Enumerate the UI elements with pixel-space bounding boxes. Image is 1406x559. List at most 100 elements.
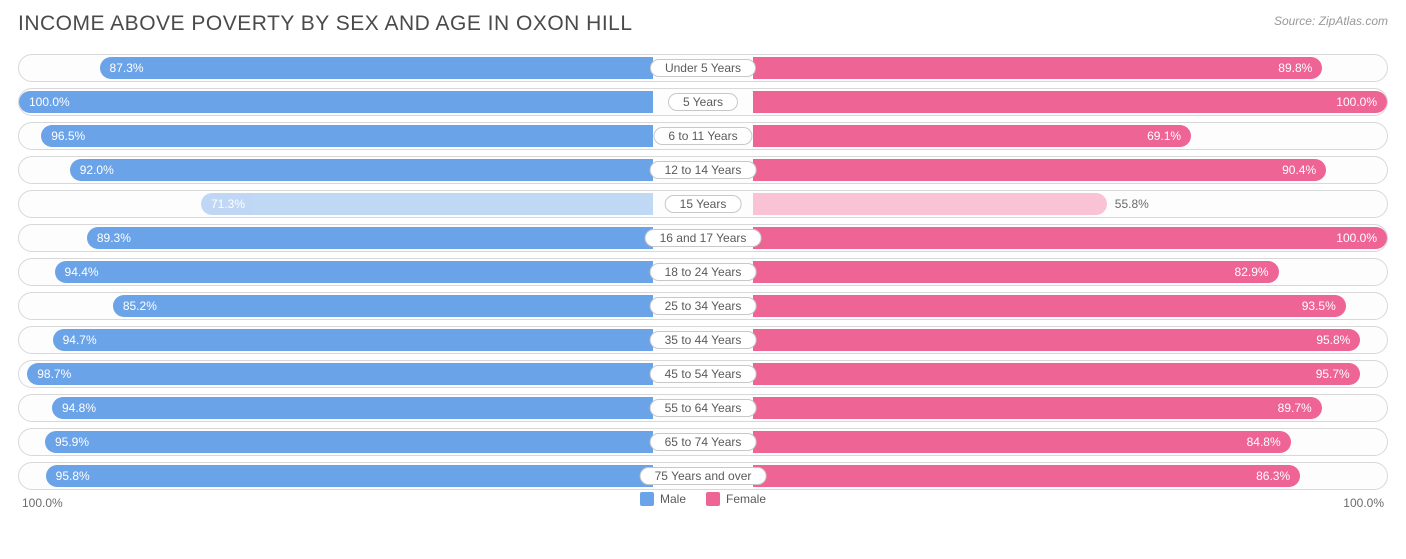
- male-value: 95.9%: [55, 435, 89, 449]
- male-value: 100.0%: [29, 95, 70, 109]
- axis-right-label: 100.0%: [1343, 496, 1384, 510]
- male-half: 92.0%: [19, 157, 703, 183]
- female-value: 84.8%: [1247, 435, 1281, 449]
- female-half: 69.1%: [703, 123, 1387, 149]
- male-value: 96.5%: [51, 129, 85, 143]
- male-half: 94.4%: [19, 259, 703, 285]
- category-label: 65 to 74 Years: [650, 433, 757, 451]
- chart-row: 89.3%100.0%16 and 17 Years: [18, 224, 1388, 252]
- category-label: 18 to 24 Years: [650, 263, 757, 281]
- chart-source: Source: ZipAtlas.com: [1274, 14, 1388, 28]
- chart-row: 94.4% 82.9%18 to 24 Years: [18, 258, 1388, 286]
- male-value: 87.3%: [110, 61, 144, 75]
- category-label: 15 Years: [665, 195, 742, 213]
- male-value: 95.8%: [56, 469, 90, 483]
- female-half: 89.7%: [703, 395, 1387, 421]
- male-bar: 95.9%: [45, 431, 653, 453]
- category-label: 25 to 34 Years: [650, 297, 757, 315]
- female-bar: 93.5%: [753, 295, 1346, 317]
- female-half: 100.0%: [703, 89, 1387, 115]
- male-bar: 96.5%: [41, 125, 653, 147]
- male-half: 95.8%: [19, 463, 703, 489]
- male-value: 94.4%: [65, 265, 99, 279]
- male-half: 89.3%: [19, 225, 703, 251]
- female-value: 89.7%: [1278, 401, 1312, 415]
- legend-female-label: Female: [726, 492, 766, 506]
- female-half: 95.7%: [703, 361, 1387, 387]
- chart-row: 87.3% 89.8% Under 5 Years: [18, 54, 1388, 82]
- female-bar: 89.7%: [753, 397, 1322, 419]
- female-bar: 82.9%: [753, 261, 1279, 283]
- male-half: 85.2%: [19, 293, 703, 319]
- female-value: 100.0%: [1336, 95, 1377, 109]
- category-label: 12 to 14 Years: [650, 161, 757, 179]
- female-half: 89.8%: [703, 55, 1387, 81]
- female-bar: 95.7%: [753, 363, 1360, 385]
- male-bar: 71.3%: [201, 193, 653, 215]
- female-value: 89.8%: [1278, 61, 1312, 75]
- male-swatch-icon: [640, 492, 654, 506]
- chart-row: 96.5% 69.1% 6 to 11 Years: [18, 122, 1388, 150]
- female-value: 95.7%: [1316, 367, 1350, 381]
- male-value: 92.0%: [80, 163, 114, 177]
- chart-row: 98.7% 95.7% 45 to 54 Years: [18, 360, 1388, 388]
- female-value: 86.3%: [1256, 469, 1290, 483]
- female-half: 90.4%: [703, 157, 1387, 183]
- chart-row: 94.8% 89.7% 55 to 64 Years: [18, 394, 1388, 422]
- chart-title: INCOME ABOVE POVERTY BY SEX AND AGE IN O…: [18, 12, 633, 36]
- chart-row: 71.3% 55.8% 15 Years: [18, 190, 1388, 218]
- male-bar: 85.2%: [113, 295, 653, 317]
- male-bar: 87.3%: [100, 57, 653, 79]
- male-half: 95.9%: [19, 429, 703, 455]
- male-half: 96.5%: [19, 123, 703, 149]
- category-label: 55 to 64 Years: [650, 399, 757, 417]
- male-value: 94.8%: [62, 401, 96, 415]
- female-half: 82.9%: [703, 259, 1387, 285]
- male-bar: 94.8%: [52, 397, 653, 419]
- male-bar: 94.4%: [55, 261, 653, 283]
- male-bar: 98.7%: [27, 363, 653, 385]
- category-label: 35 to 44 Years: [650, 331, 757, 349]
- female-half: 93.5%: [703, 293, 1387, 319]
- female-swatch-icon: [706, 492, 720, 506]
- female-value: 100.0%: [1336, 231, 1377, 245]
- female-half: 84.8%: [703, 429, 1387, 455]
- female-half: 95.8%: [703, 327, 1387, 353]
- female-bar: [753, 193, 1107, 215]
- male-bar: 92.0%: [70, 159, 653, 181]
- male-value: 85.2%: [123, 299, 157, 313]
- male-half: 94.8%: [19, 395, 703, 421]
- female-half: 55.8%: [703, 191, 1387, 217]
- female-value: 55.8%: [1115, 197, 1149, 211]
- female-bar: 86.3%: [753, 465, 1300, 487]
- category-label: Under 5 Years: [650, 59, 756, 77]
- male-half: 94.7%: [19, 327, 703, 353]
- male-value: 71.3%: [211, 197, 245, 211]
- female-value: 93.5%: [1302, 299, 1336, 313]
- female-bar: 100.0%: [753, 91, 1387, 113]
- male-half: 71.3%: [19, 191, 703, 217]
- category-label: 6 to 11 Years: [653, 127, 752, 145]
- female-bar: 89.8%: [753, 57, 1322, 79]
- male-half: 87.3%: [19, 55, 703, 81]
- legend-female: Female: [706, 492, 766, 506]
- male-bar: 100.0%: [19, 91, 653, 113]
- legend-male-label: Male: [660, 492, 686, 506]
- category-label: 75 Years and over: [640, 467, 767, 485]
- female-half: 86.3%: [703, 463, 1387, 489]
- female-bar: 69.1%: [753, 125, 1191, 147]
- male-value: 89.3%: [97, 231, 131, 245]
- male-bar: 95.8%: [46, 465, 653, 487]
- male-value: 98.7%: [37, 367, 71, 381]
- legend: Male Female: [18, 492, 1388, 506]
- chart-row: 94.7% 95.8%35 to 44 Years: [18, 326, 1388, 354]
- chart-row: 95.8% 86.3% 75 Years and over: [18, 462, 1388, 490]
- chart-row: 92.0% 90.4%12 to 14 Years: [18, 156, 1388, 184]
- chart-row: 100.0%100.0%5 Years: [18, 88, 1388, 116]
- female-bar: 84.8%: [753, 431, 1291, 453]
- male-value: 94.7%: [63, 333, 97, 347]
- female-bar: 90.4%: [753, 159, 1326, 181]
- category-label: 45 to 54 Years: [650, 365, 757, 383]
- female-value: 69.1%: [1147, 129, 1181, 143]
- chart-header: INCOME ABOVE POVERTY BY SEX AND AGE IN O…: [18, 12, 1388, 36]
